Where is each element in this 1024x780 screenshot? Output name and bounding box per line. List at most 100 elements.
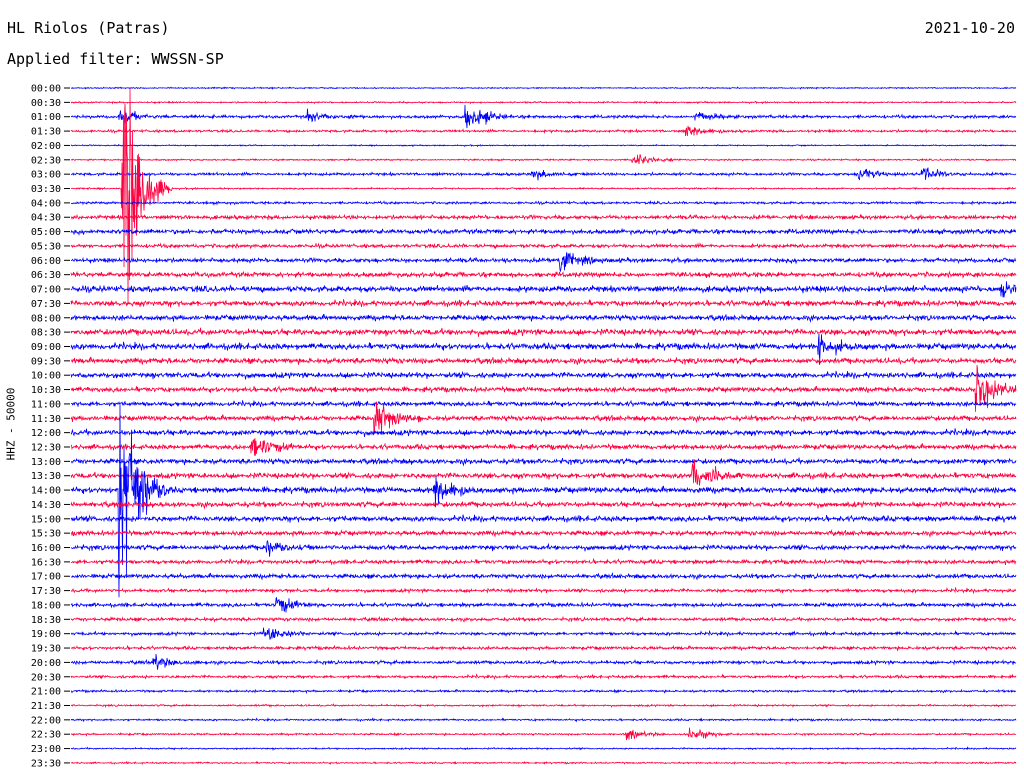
trace-tick-label: 18:00 [31,600,61,611]
trace-tick-label: 12:30 [31,443,61,454]
trace-tick-label: 10:00 [31,371,61,382]
trace-tick-label: 06:30 [31,270,61,281]
trace-tick-label: 07:30 [31,299,61,310]
seismic-trace [70,281,1017,298]
seismic-trace [70,154,1017,165]
seismic-trace [70,227,1017,236]
seismic-trace [70,500,1017,510]
trace-tick-label: 19:00 [31,629,61,640]
seismic-trace [70,653,1017,670]
trace-tick-label: 13:30 [31,471,61,482]
seismic-trace [70,571,1017,581]
trace-tick-label: 23:30 [31,758,61,769]
trace-tick-label: 17:00 [31,572,61,583]
seismic-trace [70,403,1017,598]
seismic-trace [70,364,1017,412]
trace-tick-label: 10:30 [31,385,61,396]
seismic-trace [70,716,1017,723]
seismic-trace [70,200,1017,206]
seismic-trace [70,401,1017,435]
trace-tick-label: 03:30 [31,184,61,195]
seismic-trace [70,327,1017,337]
seismic-trace [70,727,1017,741]
seismic-trace [70,313,1017,323]
trace-tick-label: 01:30 [31,127,61,138]
seismic-trace [70,270,1017,280]
seismic-trace [70,356,1017,365]
trace-tick-label: 01:00 [31,112,61,123]
trace-tick-label: 04:30 [31,213,61,224]
trace-tick-label: 08:00 [31,313,61,324]
seismic-trace [70,673,1017,680]
trace-tick-label: 15:30 [31,529,61,540]
trace-tick-label: 03:00 [31,170,61,181]
seismic-trace [70,529,1017,538]
trace-tick-label: 21:00 [31,687,61,698]
seismic-trace [70,86,1017,90]
seismic-trace [70,760,1017,766]
trace-tick-label: 20:30 [31,672,61,683]
seismic-trace [70,615,1017,624]
trace-tick-label: 04:00 [31,198,61,209]
trace-tick-label: 13:00 [31,457,61,468]
trace-tick-label: 08:30 [31,328,61,339]
seismic-trace [70,125,1017,137]
trace-tick-label: 02:30 [31,155,61,166]
trace-tick-label: 09:30 [31,356,61,367]
seismic-trace [70,557,1017,566]
seismic-trace [70,88,1017,304]
seismic-trace [70,514,1017,523]
seismic-trace [70,428,1017,437]
trace-tick-label: 05:00 [31,227,61,238]
trace-tick-label: 16:30 [31,557,61,568]
trace-tick-label: 19:30 [31,644,61,655]
seismic-trace [70,644,1017,652]
seismic-trace [70,242,1017,250]
trace-tick-label: 11:30 [31,414,61,425]
seismic-trace [70,460,1017,486]
trace-tick-label: 14:00 [31,486,61,497]
trace-tick-label: 12:00 [31,428,61,439]
trace-tick-label: 11:00 [31,399,61,410]
filter-label: Applied filter: WWSSN-SP [7,50,224,68]
seismic-trace [70,143,1016,148]
trace-tick-label: 02:00 [31,141,61,152]
seismic-trace [70,100,1017,105]
seismic-trace [70,399,1017,408]
trace-tick-label: 00:00 [31,84,61,95]
seismic-trace [70,586,1017,595]
trace-tick-label: 06:00 [31,256,61,267]
trace-tick-label: 22:00 [31,715,61,726]
trace-tick-label: 00:30 [31,98,61,109]
seismic-trace [70,746,1017,751]
trace-tick-label: 05:30 [31,241,61,252]
trace-tick-label: 15:00 [31,514,61,525]
record-date: 2021-10-20 [924,19,1015,37]
seismic-trace [70,703,1017,709]
trace-tick-label: 23:00 [31,744,61,755]
seismic-trace [70,334,1017,365]
seismic-trace [71,457,1017,467]
seismic-trace [70,627,1017,640]
seismic-trace [70,299,1017,308]
seismic-trace [70,252,1017,273]
trace-tick-label: 14:30 [31,500,61,511]
seismic-trace [70,104,1017,129]
trace-tick-label: 09:00 [31,342,61,353]
seismic-trace [70,167,1017,181]
station-title: HL Riolos (Patras) [7,19,170,37]
seismic-trace [70,213,1017,221]
trace-tick-label: 17:30 [31,586,61,597]
trace-tick-label: 20:00 [31,658,61,669]
trace-tick-label: 22:30 [31,730,61,741]
trace-tick-label: 16:00 [31,543,61,554]
seismic-trace [70,597,1017,613]
seismic-trace [70,370,1017,380]
trace-tick-label: 18:30 [31,615,61,626]
trace-tick-label: 07:00 [31,285,61,296]
seismic-trace [70,688,1017,695]
seismic-trace [70,539,1017,557]
seismic-trace [70,438,1017,456]
trace-tick-label: 21:30 [31,701,61,712]
